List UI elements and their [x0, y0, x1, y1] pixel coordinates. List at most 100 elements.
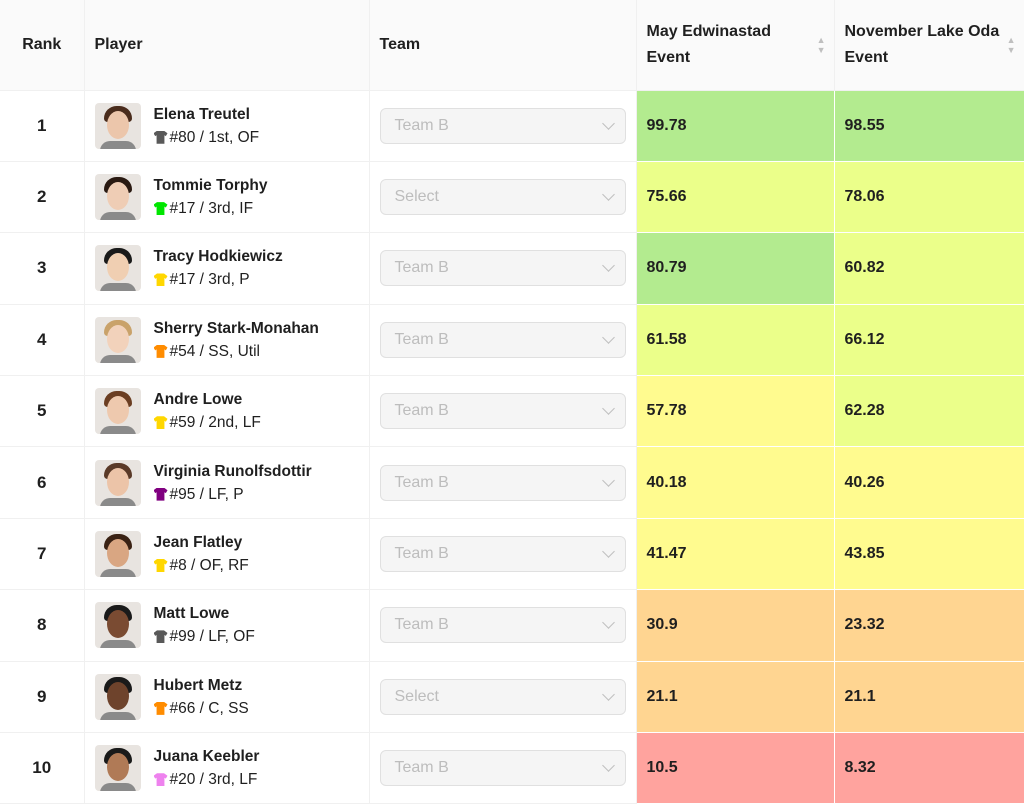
event1-score: 57.78 [636, 375, 835, 448]
team-select-value: Team B [394, 402, 449, 420]
event2-score: 40.26 [834, 446, 1024, 519]
team-select[interactable]: Select [379, 678, 626, 715]
header-row: Rank Player Team May Edwinastad Event ▲ ▼ N… [0, 0, 1024, 91]
team-cell: Select [369, 661, 637, 734]
avatar [94, 388, 141, 435]
player-cell: Hubert Metz #66 / C, SS [84, 661, 370, 734]
player-name[interactable]: Jean Flatley [153, 534, 243, 552]
player-info: #54 / SS, Util [169, 342, 260, 360]
player-name[interactable]: Sherry Stark-Monahan [153, 319, 319, 337]
player-name[interactable]: Hubert Metz [153, 676, 243, 694]
event1-header[interactable]: May Edwinastad Event ▲ ▼ [636, 0, 835, 91]
event1-score: 41.47 [636, 518, 835, 591]
chevron-down-icon [601, 402, 615, 416]
event2-score: 78.06 [834, 161, 1024, 234]
player-name[interactable]: Andre Lowe [153, 391, 243, 409]
player-info: #99 / LF, OF [169, 628, 255, 646]
jersey-icon [153, 701, 168, 715]
team-select[interactable]: Select [379, 179, 626, 216]
team-cell: Team B [369, 90, 637, 162]
jersey-icon [153, 416, 168, 430]
team-select[interactable]: Team B [379, 107, 626, 144]
team-select-value: Team B [394, 259, 449, 277]
team-select-value: Team B [394, 330, 449, 348]
avatar [94, 673, 141, 720]
player-cell: Jean Flatley #8 / OF, RF [84, 518, 370, 591]
jersey-icon [153, 344, 168, 358]
avatar [94, 174, 141, 221]
player-name[interactable]: Juana Keebler [153, 748, 260, 766]
jersey-icon [153, 130, 168, 144]
rank-cell: 9 [0, 661, 85, 734]
jersey-icon [153, 487, 168, 501]
player-cell: Virginia Runolfsdottir #95 / LF, P [84, 446, 370, 519]
sort-icon[interactable]: ▲ ▼ [1006, 34, 1016, 55]
player-cell: Tommie Torphy #17 / 3rd, IF [84, 161, 370, 234]
table-row: 4 Sherry Stark-Monahan #54 / SS, Util Te… [0, 304, 1024, 377]
rank-cell: 6 [0, 446, 85, 519]
team-cell: Team B [369, 375, 637, 448]
event2-header[interactable]: November Lake Oda Event ▲ ▼ [834, 0, 1024, 91]
sort-icon[interactable]: ▲ ▼ [816, 34, 826, 55]
jersey-icon [153, 202, 168, 216]
player-name[interactable]: Tommie Torphy [153, 177, 268, 195]
event2-score: 21.1 [834, 661, 1024, 734]
event2-score: 66.12 [834, 304, 1024, 377]
rank-cell: 3 [0, 232, 85, 305]
event1-score: 30.9 [636, 589, 835, 662]
team-select[interactable]: Team B [379, 321, 626, 358]
chevron-down-icon [601, 330, 615, 344]
player-info: #20 / 3rd, LF [169, 771, 258, 789]
rank-cell: 8 [0, 589, 85, 662]
avatar [94, 102, 141, 149]
chevron-down-icon [601, 259, 615, 273]
player-name[interactable]: Matt Lowe [153, 605, 230, 623]
team-select[interactable]: Team B [379, 607, 626, 644]
avatar [94, 316, 141, 363]
rank-cell: 7 [0, 518, 85, 591]
chevron-down-icon [601, 759, 615, 773]
team-select[interactable]: Team B [379, 536, 626, 573]
player-info: #59 / 2nd, LF [169, 414, 261, 432]
event2-score: 43.85 [834, 518, 1024, 591]
team-select-value: Team B [394, 116, 449, 134]
chevron-down-icon [601, 116, 615, 130]
event2-score: 60.82 [834, 232, 1024, 305]
player-name[interactable]: Elena Treutel [153, 105, 250, 123]
event1-score: 40.18 [636, 446, 835, 519]
table-row: 5 Andre Lowe #59 / 2nd, LF Team B 57.78 … [0, 375, 1024, 448]
table-row: 1 Elena Treutel #80 / 1st, OF Team B 99.… [0, 90, 1024, 162]
team-cell: Team B [369, 732, 637, 804]
team-cell: Team B [369, 518, 637, 591]
event1-title: May Edwinastad [646, 22, 771, 40]
event2-title: November Lake Oda [844, 22, 1000, 40]
player-cell: Juana Keebler #20 / 3rd, LF [84, 732, 370, 804]
team-select-value: Team B [394, 545, 449, 563]
player-cell: Elena Treutel #80 / 1st, OF [84, 90, 370, 162]
rank-cell: 5 [0, 375, 85, 448]
team-select-value: Select [394, 188, 439, 206]
avatar [94, 602, 141, 649]
team-cell: Team B [369, 304, 637, 377]
team-header: Team [369, 0, 637, 91]
rank-cell: 1 [0, 90, 85, 162]
player-name[interactable]: Tracy Hodkiewicz [153, 248, 283, 266]
table-row: 8 Matt Lowe #99 / LF, OF Team B 30.9 23.… [0, 589, 1024, 662]
team-select-value: Select [394, 687, 439, 705]
player-info: #66 / C, SS [169, 699, 249, 717]
team-select-value: Team B [394, 759, 449, 777]
player-header: Player [84, 0, 370, 91]
avatar [94, 745, 141, 792]
team-select[interactable]: Team B [379, 393, 626, 430]
rank-cell: 2 [0, 161, 85, 234]
jersey-icon [153, 630, 168, 644]
event2-score: 23.32 [834, 589, 1024, 662]
event1-score: 80.79 [636, 232, 835, 305]
player-name[interactable]: Virginia Runolfsdottir [153, 462, 312, 480]
event1-score: 21.1 [636, 661, 835, 734]
team-select[interactable]: Team B [379, 250, 626, 287]
event1-subtitle: Event [646, 48, 691, 66]
team-select[interactable]: Team B [379, 750, 626, 787]
team-select[interactable]: Team B [379, 464, 626, 501]
